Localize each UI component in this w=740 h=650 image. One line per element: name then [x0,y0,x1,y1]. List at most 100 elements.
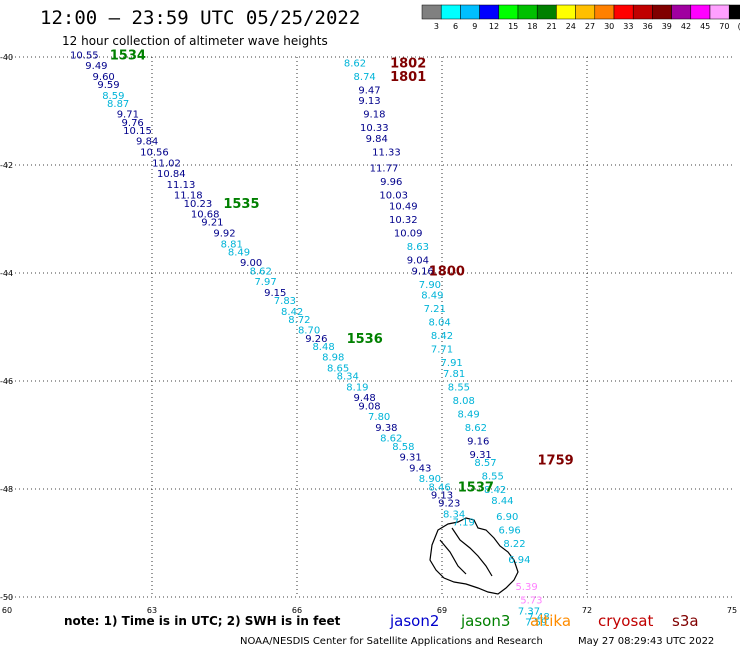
swh-value: 7.37 [518,607,540,618]
swh-value: 8.55 [448,382,470,393]
swh-value: 9.23 [438,499,460,510]
colorbar-swatch [556,4,576,20]
colorbar-label: 30 [604,22,614,31]
swh-value: 10.15 [123,126,152,137]
swh-value: 8.58 [392,442,414,453]
swh-value: 8.98 [322,353,344,364]
x-tick-label: 60 [2,606,12,615]
swh-value: 8.42 [431,331,453,342]
swh-value: 5.39 [515,582,537,593]
swh-value: 10.84 [157,169,186,180]
colorbar-swatch [421,4,442,20]
swh-value: 9.49 [85,61,107,72]
swh-value: 8.48 [312,342,334,353]
swh-value: 9.16 [467,436,489,447]
swh-value: 7.83 [274,296,296,307]
swh-value: 9.84 [136,137,158,148]
swh-value: 10.68 [191,210,220,221]
swh-value: 7.81 [443,369,465,380]
swh-value: 7.90 [419,280,441,291]
swh-value: 11.13 [167,180,196,191]
pass-time-label: 1800 [429,264,465,279]
swh-value: 9.26 [305,334,327,345]
swh-value: 9.13 [431,490,453,501]
y-tick-label: -48 [0,485,13,494]
swh-value: 8.65 [327,364,349,375]
swh-value: 9.84 [366,134,388,145]
chart-title: 12:00 – 23:59 UTC 05/25/2022 [40,7,360,29]
swh-value: 9.48 [354,393,376,404]
x-tick-label: 63 [147,606,157,615]
x-tick-label: 75 [727,606,737,615]
swh-value: 8.49 [228,247,250,258]
colorbar-swatch [498,4,519,20]
colorbar-label: 27 [585,22,595,31]
swh-value: 9.04 [407,256,429,267]
swh-value: 11.18 [174,191,203,202]
swh-value: 5.73 [520,596,542,607]
colorbar-label: 15 [508,22,518,31]
swh-value: 9.31 [470,450,492,461]
swh-value: 8.46 [428,482,450,493]
chart-subtitle: 12 hour collection of altimeter wave hei… [62,34,328,48]
pass-time-label: 1801 [390,70,426,85]
plot-area: 60 63 66 69 72 75 -40 -42 -44 -46 -48 -50 10.559.49… [0,48,737,628]
swh-value: 8.19 [346,382,368,393]
colorbar-swatch [728,4,740,20]
swh-value: 10.55 [70,50,99,61]
grid [7,56,732,598]
swh-value: 11.77 [370,164,399,175]
colorbar-swatch [613,4,634,20]
swh-value: 7.21 [424,304,446,315]
swh-value: 8.90 [419,474,441,485]
swh-value: 10.23 [184,199,213,210]
swh-value: 8.87 [107,99,129,110]
swh-value: 9.96 [380,177,402,188]
colorbar-swatch [671,4,692,20]
swh-value: 9.18 [363,110,385,121]
swh-value: 8.59 [102,91,124,102]
y-tick-label: -42 [0,161,13,170]
pass-time-label: 1802 [390,56,426,71]
pass-time-label: 1536 [347,332,383,347]
y-tick-label: -50 [0,593,13,602]
colorbar-label: 6 [453,22,458,31]
swh-value: 11.33 [372,148,401,159]
swh-value: 9.38 [375,423,397,434]
swh-value: 10.03 [379,191,408,202]
legend-cryosat: cryosat [598,612,653,630]
swh-value: 10.33 [360,123,389,134]
legend-altika: altika [530,612,571,630]
swh-value: 8.63 [407,242,429,253]
swh-value: 8.70 [298,326,320,337]
swh-value: 8.74 [354,72,376,83]
swh-value: 10.09 [394,229,423,240]
swh-value: 9.21 [201,218,223,229]
data-points: 10.559.499.609.598.598.879.719.7610.159.… [70,50,550,628]
colorbar-swatch [632,4,653,20]
colorbar-label: 39 [662,22,672,31]
swh-value: 8.57 [474,458,496,469]
swh-value: 8.62 [344,58,366,69]
swh-value: 9.15 [264,288,286,299]
swh-value: 6.90 [496,512,518,523]
colorbar-label: 18 [527,22,537,31]
swh-value: 9.13 [358,96,380,107]
swh-value: 8.22 [503,539,525,550]
colorbar-swatch [536,4,557,20]
colorbar-swatch [690,4,711,20]
swh-value: 8.42 [281,307,303,318]
swh-value: 7.97 [254,277,276,288]
swh-value: 7.91 [441,358,463,369]
swh-value: 8.49 [457,409,479,420]
units-note: note: 1) Time is in UTC; 2) SWH is in fe… [64,614,341,628]
y-tick-label: -40 [0,53,13,62]
pass-time-label: 1759 [537,453,573,468]
swh-value: 6.94 [508,555,530,566]
colorbar-label: 21 [547,22,557,31]
x-tick-label: 72 [582,606,592,615]
colorbar-label: 9 [472,22,477,31]
swh-value: 8.62 [250,266,272,277]
